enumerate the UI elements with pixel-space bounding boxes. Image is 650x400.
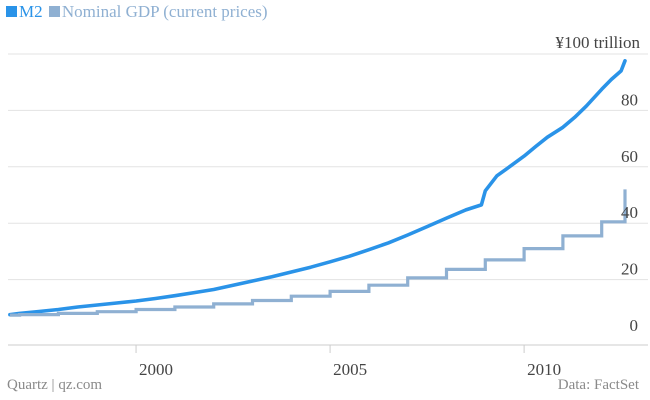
legend-swatch-gdp xyxy=(48,6,60,17)
series xyxy=(8,59,627,317)
chart-legend: M2 Nominal GDP (current prices) xyxy=(6,1,270,23)
y-tick-label: 60 xyxy=(621,147,638,166)
y-tick-label: 20 xyxy=(621,260,638,279)
series-line-m2 xyxy=(8,59,627,317)
legend-item-gdp: Nominal GDP (current prices) xyxy=(48,1,268,23)
legend-label-m2: M2 xyxy=(19,2,43,21)
x-axis xyxy=(8,344,648,353)
x-tick-label: 2000 xyxy=(139,360,173,379)
grid xyxy=(8,53,648,281)
x-tick-label: 2005 xyxy=(333,360,367,379)
y-tick-label: 80 xyxy=(621,90,638,109)
x-tick-label: 2010 xyxy=(527,360,561,379)
series-line-gdp xyxy=(9,189,627,317)
y-tick-label: 40 xyxy=(621,203,638,222)
legend-label-gdp: Nominal GDP (current prices) xyxy=(61,2,268,21)
legend-swatch-m2 xyxy=(6,6,17,17)
source-credit: Quartz | qz.com xyxy=(7,377,103,393)
axis-labels: 0 20 40 60 80 2000 2005 2010 xyxy=(139,90,638,379)
units-label: ¥100 trillion xyxy=(555,33,640,52)
data-source: Data: FactSet xyxy=(557,377,639,393)
y-tick-label: 0 xyxy=(630,316,639,335)
legend-item-m2: M2 xyxy=(6,1,43,23)
